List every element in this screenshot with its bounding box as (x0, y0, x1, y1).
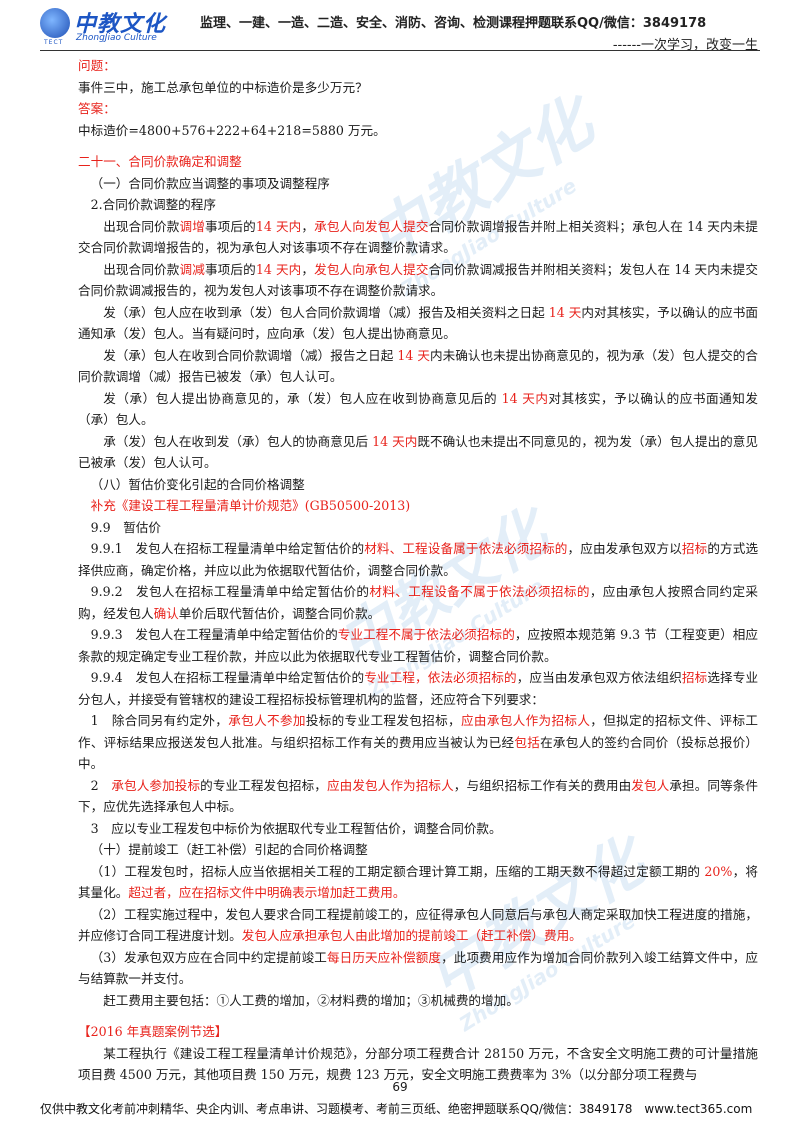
brand-logo: 中教文化 ZhongJiao Culture TECT (40, 8, 200, 48)
subsection-title: （八）暂估价变化引起的合同价格调整 (90, 476, 305, 492)
subsection-title: 2.合同价款调整的程序 (90, 197, 216, 212)
clause: 9.9.1 发包人在招标工程量清单中给定暂估价的材料、工程设备属于依法必须招标的… (78, 541, 759, 578)
list-item: （3）发承包双方应在合同中约定提前竣工每日历天应补偿额度，此项费用应作为增加合同… (78, 949, 759, 987)
header-title: 监理、一建、一造、二造、安全、消防、咨询、检测课程押题联系QQ/微信：38491… (200, 16, 707, 31)
supplement-title: 补充《建设工程工程量清单计价规范》(GB50500-2013) (90, 498, 411, 513)
answer-label: 答案： (78, 101, 116, 116)
list-item: 2 承包人参加投标的专业工程发包招标，应由发包人作为招标人，与组织招标工作有关的… (78, 777, 759, 815)
page-footer: 仅供中教文化考前冲刺精华、央企内训、考点串讲、习题模考、考前三页纸、绝密押题联系… (40, 1102, 753, 1116)
list-item: 1 除合同另有约定外，承包人不参加投标的专业工程发包招标，应由承包人作为招标人，… (78, 713, 759, 771)
paragraph: 出现合同价款调减事项后的14 天内，发包人向承包人提交合同价款调减报告并附相关资… (78, 261, 758, 299)
question-label: 问题： (78, 58, 116, 73)
list-item: （1）工程发包时，招标人应当依据相关工程的工期定额合理计算工期，压缩的工期天数不… (78, 863, 758, 901)
question-text: 事件三中，施工总承包单位的中标造价是多少万元？ (78, 79, 368, 95)
paragraph: 发（承）包人提出协商意见的，承（发）包人应在收到协商意见后的 14 天内对其核实… (78, 390, 759, 428)
logo-globe-icon (40, 8, 70, 38)
answer-text: 中标造价=4800+576+222+64+218=5880 万元。 (78, 122, 386, 138)
subsection-title: （十）提前竣工（赶工补偿）引起的合同价格调整 (90, 842, 368, 857)
page-number: 69 (392, 1080, 408, 1094)
paragraph: 出现合同价款调增事项后的14 天内，承包人向发包人提交合同价款调增报告并附上相关… (78, 218, 758, 256)
logo-text: 中教文化 (74, 12, 167, 37)
clause: 9.9.2 发包人在招标工程量清单中给定暂估价的材料、工程设备不属于依法必须招标… (78, 584, 759, 621)
clause-title: 9.9 暂估价 (90, 519, 161, 535)
page-header: 中教文化 ZhongJiao Culture TECT 监理、一建、一造、二造、… (0, 0, 800, 56)
logo-subtext: ZhongJiao Culture (76, 33, 157, 43)
clause: 9.9.3 发包人在工程量清单中给定暂估价的专业工程不属于依法必须招标的，应按照… (78, 627, 759, 664)
logo-tect: TECT (44, 39, 64, 46)
section-title: 二十一、合同价款确定和调整 (78, 154, 242, 169)
paragraph: 承（发）包人在收到发（承）包人的协商意见后 14 天内既不确认也未提出不同意见的… (78, 433, 759, 471)
paragraph: 发（承）包人在收到合同价款调增（减）报告之日起 14 天内未确认也未提出协商意见… (78, 347, 759, 385)
header-divider (40, 50, 760, 51)
list-item: 3 应以专业工程发包中标价为依据取代专业工程暂估价，调整合同价款。 (90, 820, 502, 836)
paragraph: 赶工费用主要包括：①人工费的增加，②材料费的增加；③机械费的增加。 (103, 992, 519, 1008)
clause: 9.9.4 发包人在招标工程量清单中给定暂估价的专业工程，依法必须招标的，应当由… (78, 670, 759, 707)
list-item: （2）工程实施过程中，发包人要求合同工程提前竣工的，应征得承包人同意后与承包人商… (78, 906, 758, 944)
document-body: 问题： 事件三中，施工总承包单位的中标造价是多少万元？ 答案： 中标造价=480… (78, 55, 758, 1086)
case-title: 【2016 年真题案例节选】 (78, 1024, 228, 1039)
paragraph: 发（承）包人应在收到承（发）包人合同价款调增（减）报告及相关资料之日起 14 天… (78, 304, 759, 342)
case-text: 某工程执行《建设工程工程量清单计价规范》，分部分项工程费合计 28150 万元，… (78, 1045, 758, 1083)
header-slogan: ------一次学习，改变一生 (612, 38, 758, 53)
subsection-title: （一）合同价款应当调整的事项及调整程序 (90, 175, 330, 191)
